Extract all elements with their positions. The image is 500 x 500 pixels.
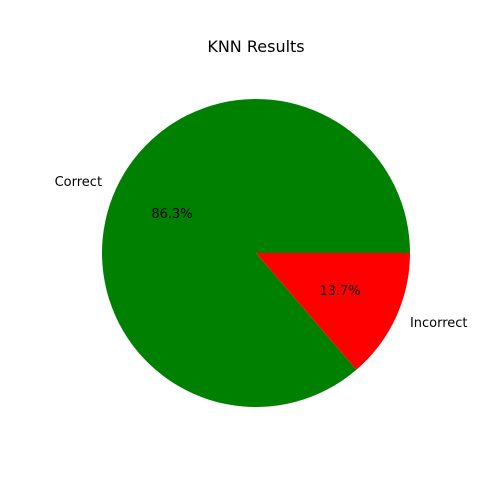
- chart-title: KNN Results: [207, 37, 304, 56]
- slice-percent-correct: 86.3%: [151, 207, 192, 222]
- pie-slice-incorrect: [256, 253, 410, 370]
- slice-percent-incorrect: 13.7%: [319, 284, 360, 299]
- slice-label-correct: Correct: [55, 175, 102, 190]
- pie-labels: Correct 86.3% Incorrect 13.7%: [55, 175, 468, 331]
- slice-label-incorrect: Incorrect: [410, 316, 468, 331]
- pie-slices: [102, 98, 411, 408]
